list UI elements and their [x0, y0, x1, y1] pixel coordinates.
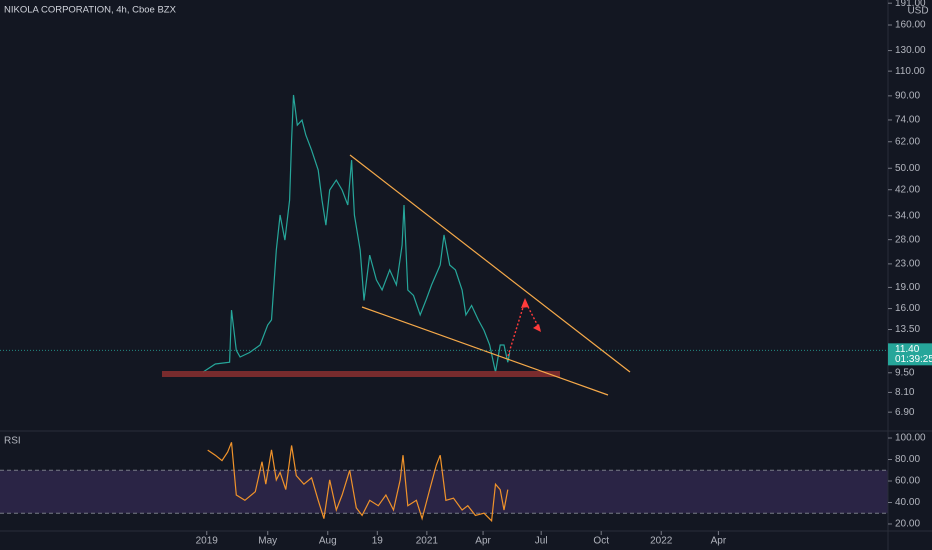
y-tick-label: 20.00	[895, 519, 920, 530]
y-tick-label: 110.00	[895, 66, 925, 77]
rsi-title: RSI	[4, 436, 21, 447]
y-tick-label: 160.00	[895, 20, 926, 31]
y-tick-label: 74.00	[895, 115, 920, 126]
y-tick-label: 60.00	[895, 476, 920, 487]
x-tick-label: 2019	[196, 536, 219, 547]
x-tick-label: May	[258, 536, 277, 547]
y-tick-label: 90.00	[895, 90, 920, 101]
y-tick-label: 40.00	[895, 497, 920, 508]
x-tick-label: 2022	[650, 536, 673, 547]
y-tick-label: 62.00	[895, 136, 920, 147]
y-tick-label: 130.00	[895, 45, 926, 56]
y-tick-label: 80.00	[895, 454, 920, 465]
x-tick-label: 19	[372, 536, 384, 547]
y-tick-label: 19.00	[895, 282, 920, 293]
panes	[0, 94, 888, 523]
trend-line-lower	[361, 306, 609, 396]
rsi-band	[0, 470, 888, 514]
y-tick-label: 6.90	[895, 407, 915, 418]
support-zone	[162, 371, 560, 377]
y-tick-label: 9.50	[895, 367, 915, 378]
last-price-label: 11.40	[895, 344, 920, 355]
y-tick-label: 34.00	[895, 210, 920, 221]
y-tick-label: 16.00	[895, 303, 920, 314]
x-tick-label: Oct	[593, 536, 609, 547]
x-tick-label: Apr	[711, 536, 727, 547]
y-tick-label: 100.00	[895, 433, 926, 444]
arrow-head	[533, 324, 541, 332]
series-line	[202, 94, 511, 373]
unit-label: USD	[907, 6, 928, 17]
x-tick-label: Apr	[475, 536, 491, 547]
countdown: 01:39:25	[895, 354, 932, 365]
y-tick-label: 28.00	[895, 234, 920, 245]
y-tick-label: 42.00	[895, 184, 920, 195]
x-tick-label: Jul	[535, 536, 548, 547]
trend-line-upper	[349, 154, 631, 373]
y-tick-label: 191.00	[895, 0, 926, 9]
y-tick-label: 23.00	[895, 259, 920, 270]
chart-title: NIKOLA CORPORATION, 4h, Cboe BZX	[4, 5, 177, 16]
x-tick-label: 2021	[416, 536, 439, 547]
last-price-box	[888, 343, 932, 366]
y-tick-label: 8.10	[895, 387, 915, 398]
x-tick-label: Aug	[319, 536, 337, 547]
y-tick-label: 50.00	[895, 163, 920, 174]
y-tick-label: 13.50	[895, 324, 920, 335]
arrow-head	[521, 298, 529, 308]
series-line	[207, 442, 509, 523]
